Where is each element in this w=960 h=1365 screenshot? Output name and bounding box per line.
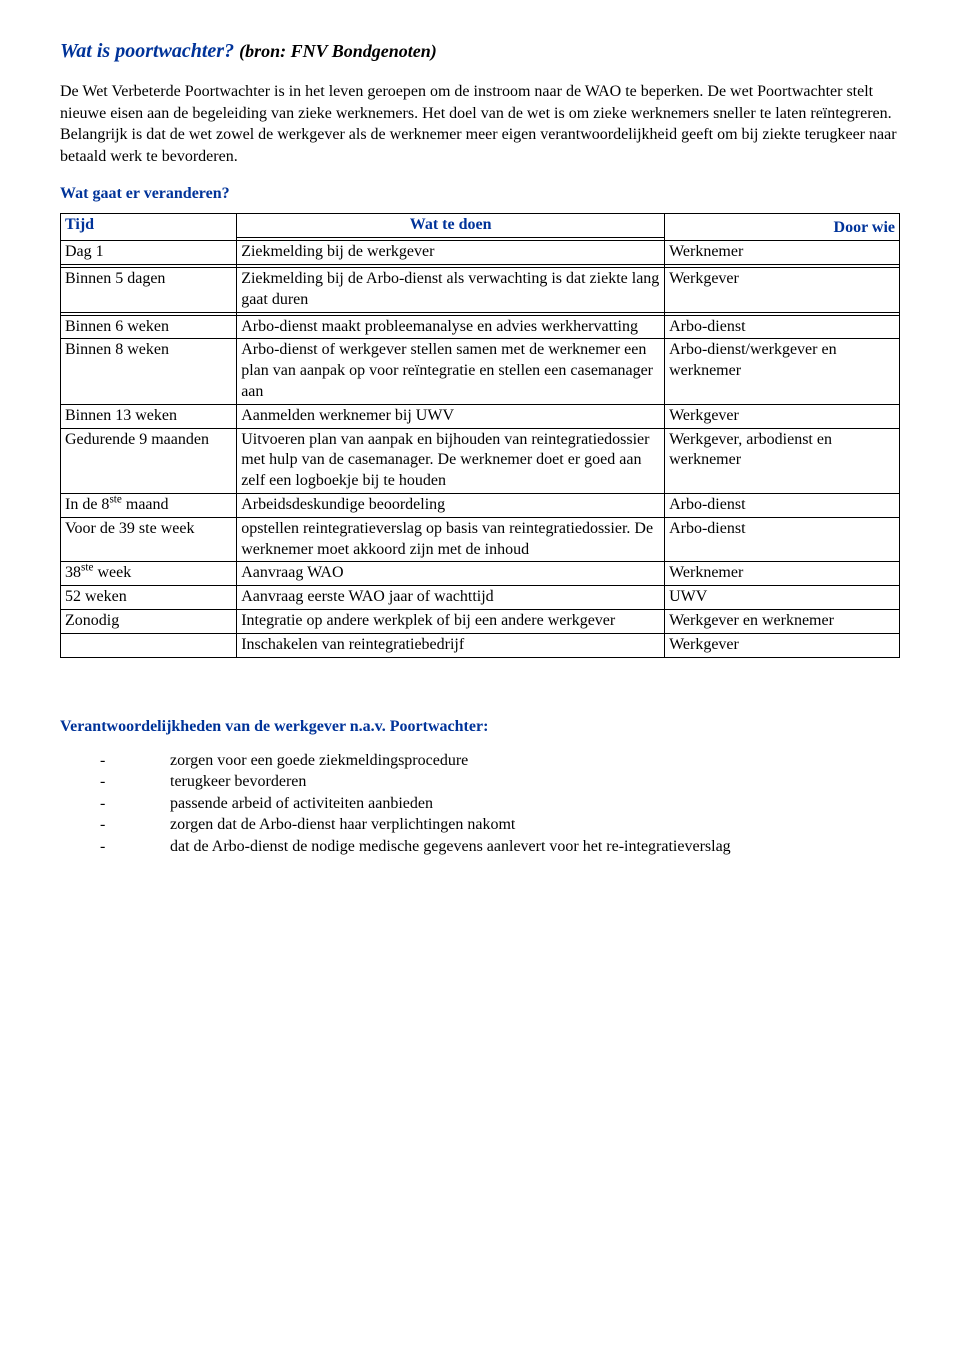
cell-wie: Werkgever, arbodienst en werknemer — [665, 428, 900, 493]
table-row: Binnen 13 wekenAanmelden werknemer bij U… — [61, 404, 900, 428]
cell-wie: Werkgever — [665, 633, 900, 657]
title-source: (bron: FNV Bondgenoten) — [239, 41, 437, 61]
cell-wat: Integratie op andere werkplek of bij een… — [237, 609, 665, 633]
table-row: 52 wekenAanvraag eerste WAO jaar of wach… — [61, 586, 900, 610]
responsibilities-heading: Verantwoordelijkheden van de werkgever n… — [60, 718, 900, 736]
table-row: Binnen 8 wekenArbo-dienst of werkgever s… — [61, 339, 900, 404]
cell-wie: Werkgever — [665, 267, 900, 312]
responsibilities-list: zorgen voor een goede ziekmeldingsproced… — [60, 750, 900, 858]
cell-tijd: Binnen 13 weken — [61, 404, 237, 428]
table-header-row: Tijd Wat te doen Door wie — [61, 214, 900, 238]
cell-wie: Arbo-dienst — [665, 493, 900, 517]
table-row: Voor de 39 ste weekopstellen reintegrati… — [61, 517, 900, 562]
table-row: In de 8ste maandArbeidsdeskundige beoord… — [61, 493, 900, 517]
th-wat: Wat te doen — [237, 214, 665, 238]
cell-wie: Werknemer — [665, 562, 900, 586]
cell-wat: Ziekmelding bij de Arbo-dienst als verwa… — [237, 267, 665, 312]
cell-wie: Arbo-dienst — [665, 315, 900, 339]
cell-tijd: Gedurende 9 maanden — [61, 428, 237, 493]
cell-tijd: Binnen 5 dagen — [61, 267, 237, 312]
cell-wie: Werkgever — [665, 404, 900, 428]
list-item: zorgen voor een goede ziekmeldingsproced… — [60, 750, 900, 772]
cell-tijd: Zonodig — [61, 609, 237, 633]
cell-wie: Werknemer — [665, 241, 900, 265]
cell-wat: opstellen reintegratieverslag op basis v… — [237, 517, 665, 562]
cell-wat: Arbo-dienst of werkgever stellen samen m… — [237, 339, 665, 404]
list-item: zorgen dat de Arbo-dienst haar verplicht… — [60, 814, 900, 836]
table-row: Binnen 6 wekenArbo-dienst maakt probleem… — [61, 315, 900, 339]
timeline-table: Tijd Wat te doen Door wie Dag 1Ziekmeldi… — [60, 213, 900, 657]
cell-wie: UWV — [665, 586, 900, 610]
page-title: Wat is poortwachter? (bron: FNV Bondgeno… — [60, 40, 900, 63]
cell-wie: Werkgever en werknemer — [665, 609, 900, 633]
table-row: Gedurende 9 maandenUitvoeren plan van aa… — [61, 428, 900, 493]
cell-wat: Uitvoeren plan van aanpak en bijhouden v… — [237, 428, 665, 493]
list-item: dat de Arbo-dienst de nodige medische ge… — [60, 836, 900, 858]
cell-tijd: Binnen 6 weken — [61, 315, 237, 339]
cell-wat: Aanmelden werknemer bij UWV — [237, 404, 665, 428]
cell-wat: Arbo-dienst maakt probleemanalyse en adv… — [237, 315, 665, 339]
cell-tijd: Binnen 8 weken — [61, 339, 237, 404]
cell-tijd — [61, 633, 237, 657]
cell-wat: Inschakelen van reintegratiebedrijf — [237, 633, 665, 657]
subhead-change: Wat gaat er veranderen? — [60, 185, 900, 203]
table-row: Inschakelen van reintegratiebedrijfWerkg… — [61, 633, 900, 657]
cell-tijd: In de 8ste maand — [61, 493, 237, 517]
th-tijd: Tijd — [61, 214, 237, 241]
list-item: terugkeer bevorderen — [60, 771, 900, 793]
title-question: Wat is poortwachter? — [60, 40, 234, 62]
cell-wie: Arbo-dienst/werkgever en werknemer — [665, 339, 900, 404]
cell-tijd: Dag 1 — [61, 241, 237, 265]
table-row: Binnen 5 dagenZiekmelding bij de Arbo-di… — [61, 267, 900, 312]
table-row: Dag 1Ziekmelding bij de werkgeverWerknem… — [61, 241, 900, 265]
cell-tijd: Voor de 39 ste week — [61, 517, 237, 562]
table-row: 38ste weekAanvraag WAOWerknemer — [61, 562, 900, 586]
list-item: passende arbeid of activiteiten aanbiede… — [60, 793, 900, 815]
cell-wat: Aanvraag WAO — [237, 562, 665, 586]
cell-wie: Arbo-dienst — [665, 517, 900, 562]
cell-wat: Aanvraag eerste WAO jaar of wachttijd — [237, 586, 665, 610]
cell-tijd: 38ste week — [61, 562, 237, 586]
intro-paragraph: De Wet Verbeterde Poortwachter is in het… — [60, 81, 900, 167]
cell-wat: Ziekmelding bij de werkgever — [237, 241, 665, 265]
cell-wat: Arbeidsdeskundige beoordeling — [237, 493, 665, 517]
cell-tijd: 52 weken — [61, 586, 237, 610]
table-row: ZonodigIntegratie op andere werkplek of … — [61, 609, 900, 633]
th-wie: Door wie — [665, 214, 900, 241]
